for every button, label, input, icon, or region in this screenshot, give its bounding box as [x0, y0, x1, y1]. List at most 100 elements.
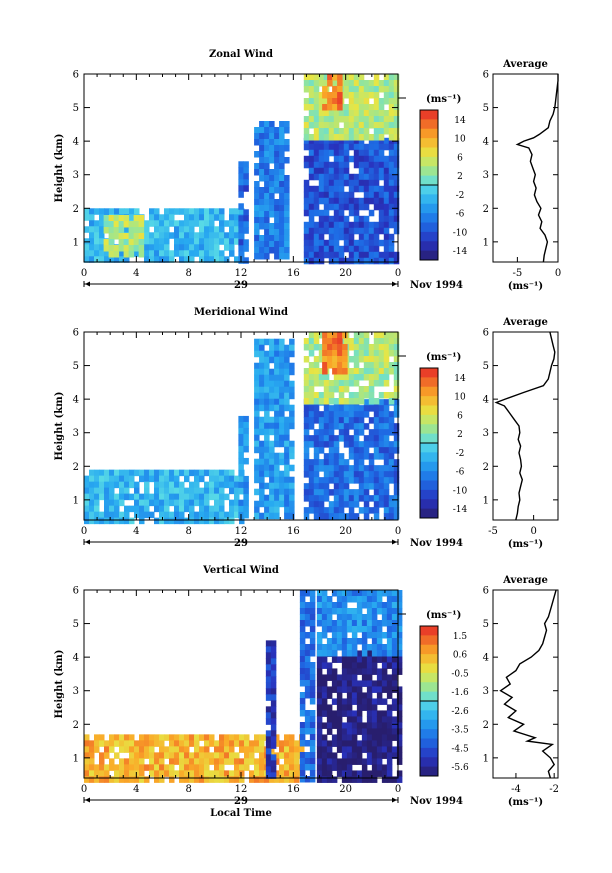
heatmap-cell	[209, 493, 215, 501]
heatmap-cell	[284, 500, 290, 508]
heatmap-cell	[343, 227, 350, 235]
heatmap-cell	[321, 710, 328, 717]
heatmap-cell	[149, 232, 155, 239]
heatmap-cell	[219, 764, 225, 771]
heatmap-cell	[259, 187, 265, 194]
average-x-tick-label: -2	[549, 784, 559, 795]
heatmap-cell	[326, 638, 333, 645]
heatmap-cell	[113, 251, 120, 258]
heatmap-cell	[318, 332, 325, 339]
heatmap-cell	[304, 692, 311, 699]
heatmap-cell	[386, 608, 393, 615]
heatmap-cell	[308, 471, 315, 478]
heatmap-cell	[378, 122, 385, 129]
heatmap-cell	[159, 505, 165, 513]
heatmap-cell	[99, 511, 105, 519]
heatmap-cell	[318, 80, 325, 87]
heatmap-cell	[308, 398, 315, 405]
heatmap-cell	[388, 80, 395, 87]
heatmap-cell	[303, 104, 310, 111]
heatmap-cell	[356, 698, 363, 705]
heatmap-cell	[368, 507, 375, 514]
heatmap-cell	[393, 501, 400, 508]
heatmap-cell	[308, 221, 315, 229]
heatmap-cell	[333, 143, 340, 151]
heatmap-cell	[214, 214, 220, 221]
heatmap-cell	[254, 247, 260, 254]
heatmap-cell	[214, 250, 220, 257]
heatmap-cell	[159, 244, 165, 251]
heatmap-cell	[174, 481, 180, 489]
heatmap-cell	[94, 764, 100, 771]
heatmap-cell	[209, 214, 215, 221]
heatmap-cell	[336, 698, 343, 705]
heatmap-cell	[274, 205, 280, 212]
heatmap-cell	[284, 458, 290, 466]
heatmap-cell	[279, 434, 285, 442]
heatmap-cell	[351, 752, 358, 759]
heatmap-cell	[219, 475, 225, 483]
colorbar-swatch	[420, 241, 438, 252]
heatmap-cell	[358, 179, 365, 187]
heatmap-cell	[348, 221, 355, 229]
heatmap-cell	[174, 740, 180, 747]
heatmap-cell	[243, 227, 249, 234]
heatmap-cell	[348, 122, 355, 129]
heatmap-cell	[363, 149, 370, 157]
heatmap-cell	[358, 453, 365, 460]
heatmap-cell	[396, 734, 403, 741]
heatmap-cell	[358, 149, 365, 157]
heatmap-cell	[139, 752, 145, 759]
heatmap-cell	[383, 477, 390, 484]
heatmap-cell	[114, 776, 120, 783]
heatmap-cell	[254, 422, 260, 430]
heatmap-cell	[243, 209, 249, 216]
heatmap-cell	[323, 173, 330, 181]
heatmap-cell	[184, 208, 190, 215]
heatmap-cell	[299, 674, 306, 681]
heatmap-cell	[342, 344, 348, 351]
heatmap-cell	[383, 453, 390, 460]
heatmap-cell	[321, 698, 328, 705]
colorbar-swatch	[420, 156, 438, 167]
heatmap-cell	[348, 374, 355, 381]
heatmap-cell	[341, 656, 348, 663]
heatmap-cell	[308, 423, 315, 430]
heatmap-cell	[366, 686, 373, 693]
heatmap-cell	[391, 668, 398, 675]
heatmap-cell	[328, 405, 335, 412]
heatmap-cell	[274, 157, 280, 164]
heatmap-cell	[361, 692, 368, 699]
x-tick-label: 20	[339, 784, 352, 795]
heatmap-cell	[303, 368, 310, 375]
heatmap-cell	[119, 764, 125, 771]
heatmap-cell	[323, 392, 330, 399]
heatmap-cell	[396, 776, 403, 783]
heatmap-cell	[113, 221, 120, 228]
heatmap-cell	[289, 512, 295, 520]
heatmap-cell	[383, 513, 390, 520]
heatmap-cell	[284, 776, 290, 783]
heatmap-cell	[99, 238, 105, 245]
colorbar-swatch	[420, 386, 438, 397]
heatmap-cell	[229, 481, 235, 489]
average-x-tick-label: -4	[511, 784, 521, 795]
heatmap-cell	[391, 602, 398, 609]
heatmap-cell	[358, 344, 365, 351]
heatmap-cell	[366, 692, 373, 699]
heatmap-cell	[174, 511, 180, 519]
heatmap-cell	[321, 722, 328, 729]
heatmap-cell	[89, 481, 95, 489]
heatmap-cell	[308, 239, 315, 247]
heatmap-cell	[396, 704, 403, 711]
heatmap-cell	[274, 368, 280, 376]
heatmap-cell	[154, 499, 160, 507]
heatmap-cell	[318, 489, 325, 496]
heatmap-cell	[346, 758, 353, 765]
heatmap-cell	[313, 257, 320, 265]
heatmap-cell	[373, 350, 380, 357]
heatmap-cell	[309, 650, 316, 657]
heatmap-cell	[284, 374, 290, 382]
colorbar-tick-label: 2	[457, 172, 463, 182]
heatmap-cell	[351, 698, 358, 705]
